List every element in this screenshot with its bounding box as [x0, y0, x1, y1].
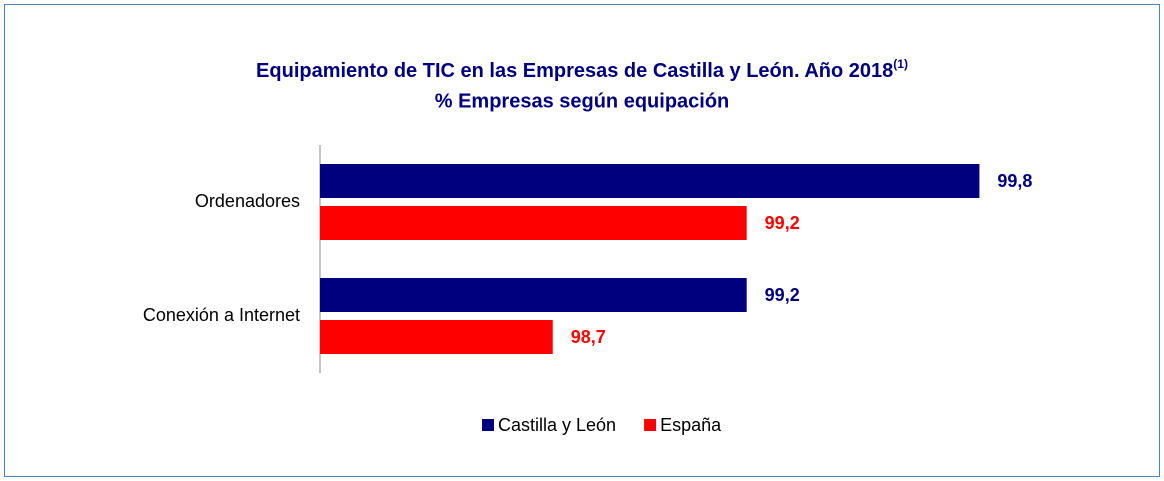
bar — [320, 278, 747, 312]
data-label: 99,8 — [997, 171, 1032, 191]
legend-label: Castilla y León — [498, 415, 616, 435]
y-tick-label: Ordenadores — [195, 191, 300, 211]
data-label: 98,7 — [571, 327, 606, 347]
legend-swatch — [482, 419, 494, 431]
chart-subtitle: % Empresas según equipación — [435, 90, 730, 112]
y-tick-label: Conexión a Internet — [143, 305, 300, 325]
bar — [320, 164, 980, 198]
data-label: 99,2 — [765, 285, 800, 305]
legend-swatch — [644, 419, 657, 431]
title-superscript: (1) — [893, 57, 908, 71]
chart-title: Equipamiento de TIC en las Empresas de C… — [256, 57, 908, 82]
title-text: Equipamiento de TIC en las Empresas de C… — [256, 60, 893, 82]
data-label: 99,2 — [765, 213, 800, 233]
bar — [320, 320, 553, 354]
chart-frame — [4, 4, 1160, 477]
legend-label: España — [660, 415, 722, 435]
bar — [320, 206, 747, 240]
